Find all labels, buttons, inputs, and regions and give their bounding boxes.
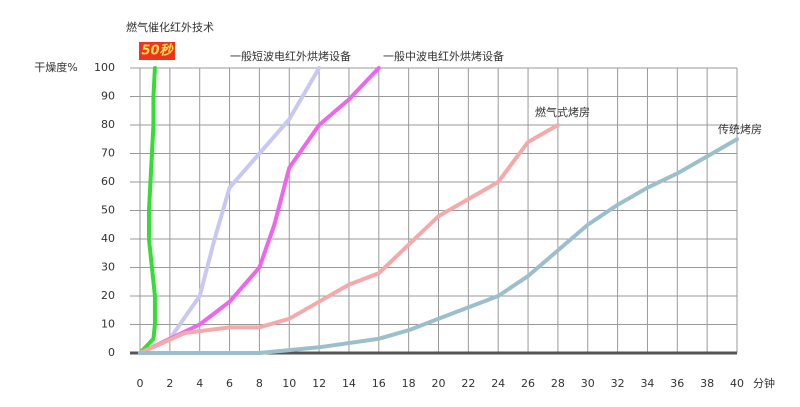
series-label: 一般中波电红外烘烤设备 — [383, 49, 504, 63]
x-tick-label: 4 — [196, 377, 203, 390]
series-label: 传统烤房 — [718, 122, 762, 136]
annotation: 50秒 — [141, 43, 174, 59]
series-line — [138, 137, 739, 355]
x-tick-label: 24 — [491, 377, 505, 390]
x-tick-label: 28 — [551, 377, 565, 390]
x-tick-label: 2 — [166, 377, 173, 390]
x-tick-label: 20 — [432, 377, 446, 390]
annotation-box — [139, 42, 175, 60]
series-line — [138, 66, 157, 355]
y-tick-label: 100 — [94, 61, 115, 74]
x-tick-label: 32 — [611, 377, 625, 390]
series-line — [138, 66, 381, 355]
x-tick-label: 16 — [372, 377, 386, 390]
x-tick-label: 22 — [461, 377, 475, 390]
x-tick-label: 38 — [700, 377, 714, 390]
series-label: 一般短波电红外烘烤设备 — [230, 49, 351, 63]
x-tick-label: 14 — [342, 377, 356, 390]
y-tick-label: 20 — [101, 289, 115, 302]
y-tick-label: 0 — [108, 346, 115, 359]
y-tick-label: 10 — [101, 318, 115, 331]
y-tick-label: 40 — [101, 232, 115, 245]
x-tick-label: 8 — [256, 377, 263, 390]
x-tick-label: 10 — [282, 377, 296, 390]
x-tick-label: 12 — [312, 377, 326, 390]
y-tick-label: 60 — [101, 175, 115, 188]
series-label: 燃气式烤房 — [535, 105, 590, 119]
x-tick-label: 36 — [670, 377, 684, 390]
y-tick-label: 50 — [101, 204, 115, 217]
y-tick-label: 90 — [101, 90, 115, 103]
x-tick-label: 30 — [581, 377, 595, 390]
x-tick-label: 34 — [640, 377, 654, 390]
x-tick-label: 26 — [521, 377, 535, 390]
series-line — [138, 66, 322, 355]
x-tick-label: 40 — [730, 377, 744, 390]
x-axis-label: 分钟 — [753, 376, 775, 390]
series-label: 燃气催化红外技术 — [126, 20, 214, 34]
x-tick-label: 18 — [402, 377, 416, 390]
y-axis-label: 干燥度% — [34, 60, 77, 74]
x-tick-label: 0 — [137, 377, 144, 390]
x-tick-label: 6 — [226, 377, 233, 390]
y-tick-label: 30 — [101, 261, 115, 274]
series-line — [138, 123, 560, 355]
y-tick-label: 70 — [101, 147, 115, 160]
y-tick-label: 80 — [101, 118, 115, 131]
